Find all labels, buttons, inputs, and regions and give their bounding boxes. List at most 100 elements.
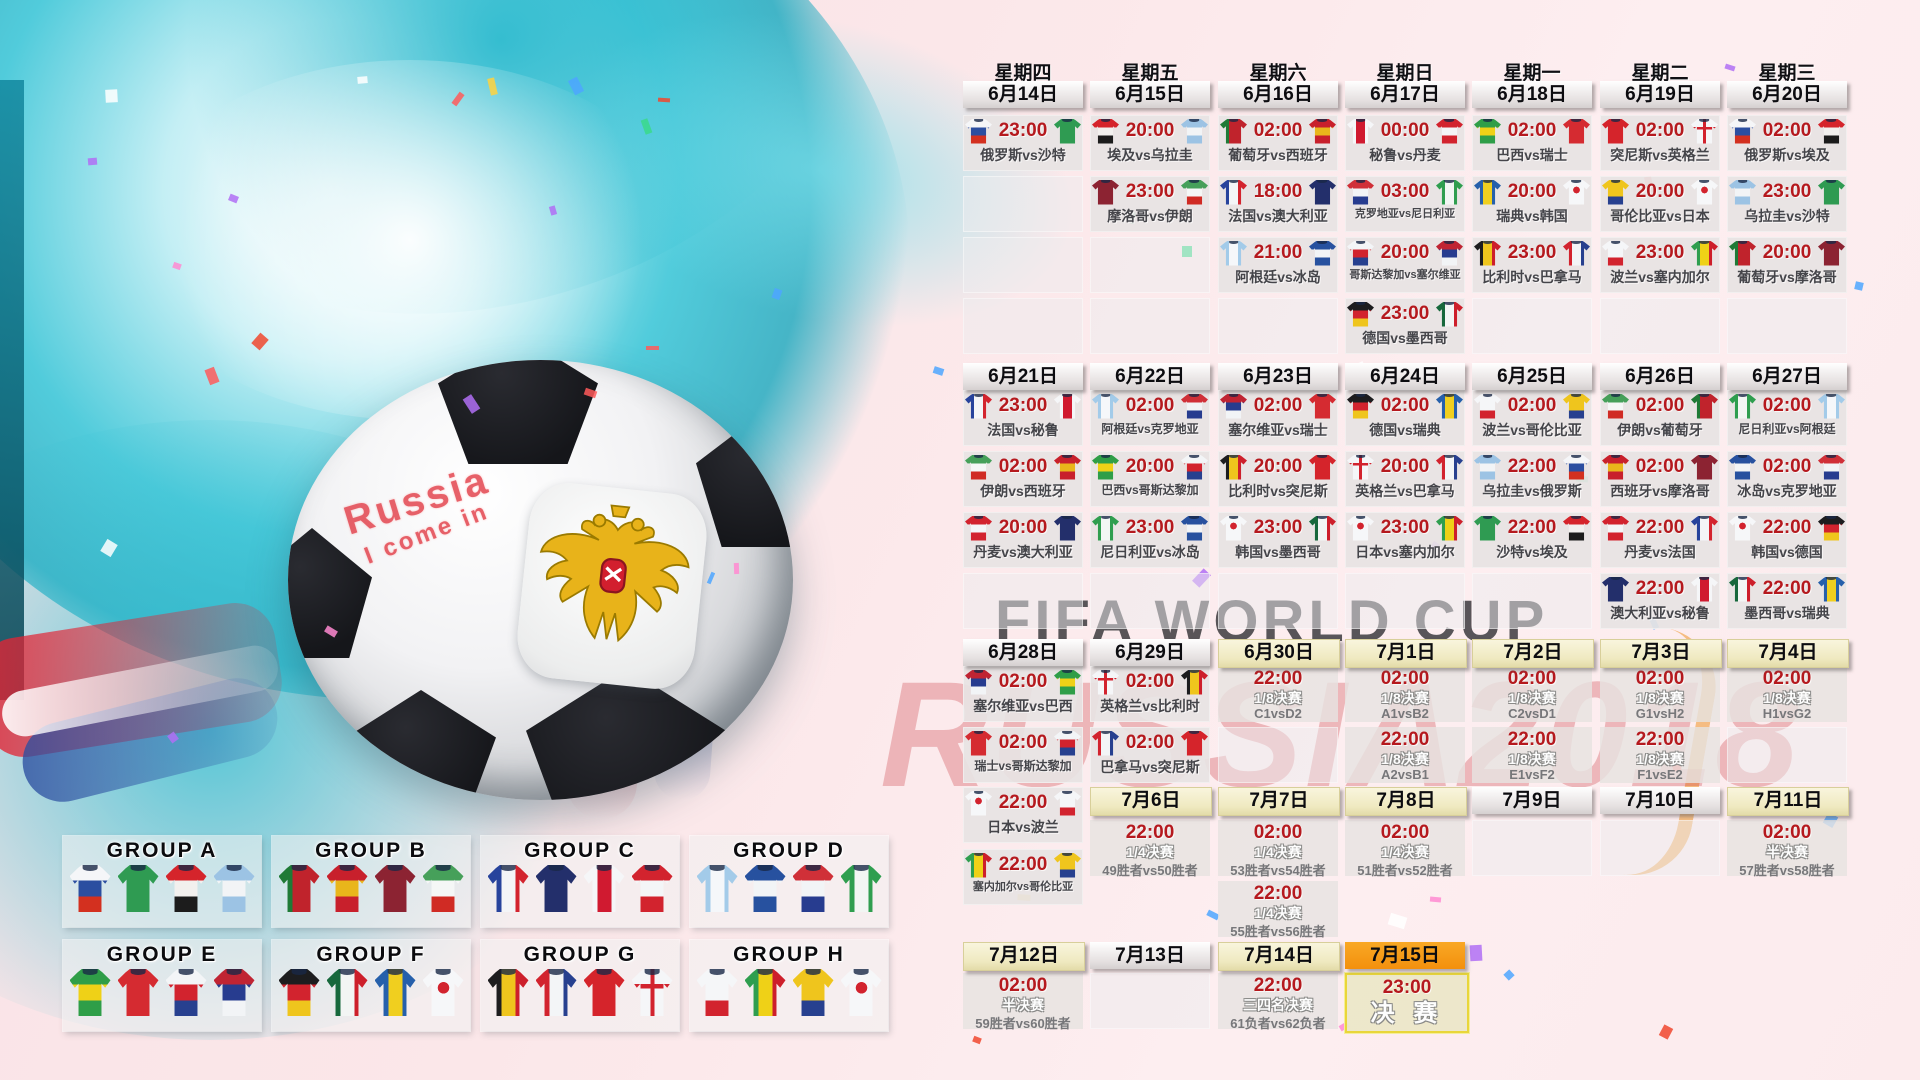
knockout-stage: 1/4决赛 <box>1126 844 1174 860</box>
empty-cell <box>963 298 1083 354</box>
empty-cell <box>963 176 1083 232</box>
match-teams: 乌拉圭vs沙特 <box>1744 208 1830 224</box>
match-cell: 23:00 韩国vs墨西哥 <box>1218 512 1338 568</box>
match-time: 23:00 <box>1125 181 1175 202</box>
match-time: 02:00 <box>1762 456 1812 477</box>
knockout-time: 02:00 <box>1380 822 1430 843</box>
match-cell: 22:00 乌拉圭vs俄罗斯 <box>1472 451 1592 507</box>
match-cell: 03:00 克罗地亚vs尼日利亚 <box>1345 176 1465 232</box>
match-time: 03:00 <box>1380 181 1430 202</box>
jersey-icon-丹麦 <box>631 865 673 912</box>
match-time-row: 22:00 <box>1600 512 1720 543</box>
empty-cell <box>1472 298 1592 354</box>
match-teams: 巴西vs瑞士 <box>1496 147 1568 163</box>
match-cell: 02:00 瑞士vs哥斯达黎加 <box>963 727 1083 783</box>
match-time: 02:00 <box>1380 395 1430 416</box>
match-cell: 23:00 乌拉圭vs沙特 <box>1727 176 1847 232</box>
weekday-label: 星期二 <box>1631 63 1689 84</box>
match-time-row: 20:00 <box>1600 176 1720 207</box>
empty-cell <box>1600 820 1720 876</box>
match-time-row: 00:00 <box>1345 115 1465 146</box>
match-teams: 丹麦vs法国 <box>1624 544 1696 560</box>
match-time-row: 02:00 <box>1090 666 1210 697</box>
knockout-cell: 22:00 1/8决赛 E1vsF2 <box>1472 727 1592 783</box>
date-header: 6月14日 <box>963 81 1083 108</box>
knockout-time: 02:00 <box>1762 668 1812 689</box>
match-teams: 克罗地亚vs尼日利亚 <box>1354 208 1456 220</box>
match-teams: 法国vs澳大利亚 <box>1228 208 1328 224</box>
group-title: GROUP B <box>315 839 427 862</box>
match-time-row: 20:00 <box>1218 451 1338 482</box>
soccer-ball: Russia I come in <box>288 360 793 800</box>
empty-cell <box>1218 727 1338 783</box>
match-cell: 02:00 突尼斯vs英格兰 <box>1600 115 1720 171</box>
match-time-row: 20:00 <box>1727 237 1847 268</box>
knockout-cell: 02:00 半决赛 59胜者vs60胜者 <box>963 973 1083 1031</box>
date-header: 6月29日 <box>1090 639 1210 666</box>
date-header: 7月4日 <box>1727 639 1849 668</box>
match-time: 02:00 <box>1635 120 1685 141</box>
jersey-icon-巴西 <box>69 969 111 1016</box>
match-time: 23:00 <box>1380 517 1430 538</box>
match-time: 02:00 <box>1125 732 1175 753</box>
match-cell: 22:00 韩国vs德国 <box>1727 512 1847 568</box>
jersey-icon-葡萄牙 <box>278 865 320 912</box>
group-box: GROUP G <box>481 940 679 1031</box>
match-time: 20:00 <box>1380 456 1430 477</box>
jersey-icon-巴拿马 <box>535 969 577 1016</box>
russia-eagle-crest <box>539 504 690 643</box>
date-header: 6月15日 <box>1090 81 1210 108</box>
match-time-row: 21:00 <box>1218 237 1338 268</box>
weekday-label: 星期四 <box>994 63 1052 84</box>
match-time-row: 22:00 <box>963 849 1083 880</box>
match-time-row: 02:00 <box>1090 727 1210 758</box>
group-jerseys <box>696 969 882 1016</box>
knockout-pairing: 57胜者vs58胜者 <box>1739 863 1835 879</box>
date-header: 6月27日 <box>1727 363 1847 390</box>
jersey-icon-摩洛哥 <box>374 865 416 912</box>
knockout-time: 22:00 <box>1380 729 1430 750</box>
match-cell: 20:00 埃及vs乌拉圭 <box>1090 115 1210 171</box>
match-time-row: 20:00 <box>1345 451 1465 482</box>
knockout-stage: 1/4决赛 <box>1381 844 1429 860</box>
jersey-icon-伊朗 <box>422 865 464 912</box>
date-header: 7月10日 <box>1600 787 1720 814</box>
jersey-icon-德国 <box>278 969 320 1016</box>
match-time-row: 22:00 <box>1727 512 1847 543</box>
date-header: 6月28日 <box>963 639 1083 666</box>
match-time: 02:00 <box>1635 395 1685 416</box>
date-header: 6月16日 <box>1218 81 1338 108</box>
match-cell: 02:00 俄罗斯vs埃及 <box>1727 115 1847 171</box>
match-teams: 哥伦比亚vs日本 <box>1610 208 1710 224</box>
weekday-label: 星期三 <box>1758 63 1816 84</box>
match-time: 22:00 <box>1507 517 1557 538</box>
match-time: 20:00 <box>1253 456 1303 477</box>
knockout-time: 22:00 <box>1253 975 1303 996</box>
match-teams: 秘鲁vs丹麦 <box>1369 147 1441 163</box>
knockout-time: 02:00 <box>1635 668 1685 689</box>
match-teams: 瑞典vs韩国 <box>1496 208 1568 224</box>
match-time-row: 23:00 <box>1345 298 1465 329</box>
empty-cell <box>1090 298 1210 354</box>
group-box: GROUP E <box>63 940 261 1031</box>
jersey-icon-埃及 <box>165 865 207 912</box>
match-time-row: 02:00 <box>1727 390 1847 421</box>
match-teams: 德国vs瑞典 <box>1369 422 1441 438</box>
match-teams: 澳大利亚vs秘鲁 <box>1610 605 1710 621</box>
date-header: 7月15日 <box>1345 942 1465 969</box>
knockout-pairing: 53胜者vs54胜者 <box>1230 863 1326 879</box>
match-time-row: 02:00 <box>1600 451 1720 482</box>
match-teams: 比利时vs突尼斯 <box>1228 483 1328 499</box>
match-time-row: 02:00 <box>1727 115 1847 146</box>
match-time-row: 02:00 <box>1218 115 1338 146</box>
match-cell: 23:00 法国vs秘鲁 <box>963 390 1083 446</box>
jersey-icon-墨西哥 <box>326 969 368 1016</box>
knockout-stage: 1/4决赛 <box>1254 905 1302 921</box>
match-time-row: 22:00 <box>1727 573 1847 604</box>
match-time: 22:00 <box>998 854 1048 875</box>
match-time: 02:00 <box>1635 456 1685 477</box>
match-cell: 18:00 法国vs澳大利亚 <box>1218 176 1338 232</box>
date-header: 6月23日 <box>1218 363 1338 390</box>
match-teams: 埃及vs乌拉圭 <box>1107 147 1193 163</box>
